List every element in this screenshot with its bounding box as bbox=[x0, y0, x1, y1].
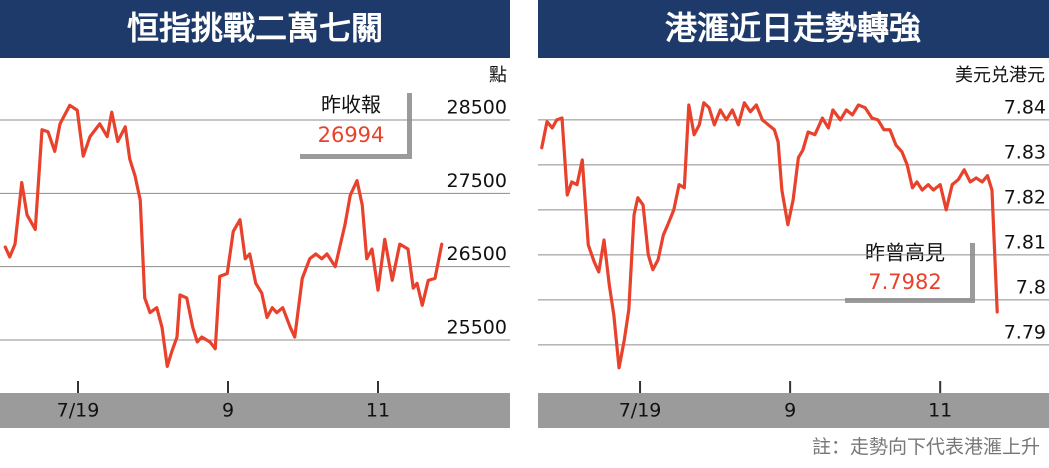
data-line bbox=[540, 101, 999, 370]
y-tick-label: 7.83 bbox=[1004, 141, 1046, 163]
annotation-box bbox=[295, 88, 407, 154]
y-tick-label: 7.82 bbox=[1004, 186, 1046, 208]
y-unit: 點 bbox=[489, 65, 507, 86]
y-tick-label: 7.8 bbox=[1016, 276, 1046, 298]
chart-title: 恒指挑戰二萬七關 bbox=[127, 9, 383, 47]
x-tick-label: 9 bbox=[784, 400, 796, 422]
footnote: 註：走勢向下代表港滙上升 bbox=[812, 436, 1040, 458]
x-axis-band bbox=[538, 393, 1049, 428]
y-tick-label: 7.84 bbox=[1004, 96, 1046, 118]
annotation-box bbox=[840, 238, 970, 298]
x-axis-band bbox=[0, 393, 510, 428]
x-tick-label: 11 bbox=[928, 400, 952, 422]
y-tick-label: 28500 bbox=[447, 96, 507, 118]
x-tick-label: 11 bbox=[366, 400, 390, 422]
y-tick-label: 7.81 bbox=[1004, 231, 1046, 253]
chart-title: 港滙近日走勢轉強 bbox=[665, 9, 921, 47]
y-unit: 美元兑港元 bbox=[955, 65, 1045, 86]
y-tick-label: 26500 bbox=[447, 243, 507, 265]
y-tick-label: 7.79 bbox=[1004, 321, 1046, 343]
title-bar bbox=[0, 0, 510, 58]
y-tick-label: 27500 bbox=[447, 170, 507, 192]
y-tick-label: 25500 bbox=[447, 316, 507, 338]
data-line bbox=[3, 103, 444, 368]
x-tick-label: 9 bbox=[222, 400, 234, 422]
plots: 25500 26500 27500 28500 7/19 9 11 7.79 7.8 7.81 7.… bbox=[0, 96, 1049, 422]
annotation-text: 昨收報 bbox=[321, 93, 381, 117]
x-tick-label: 7/19 bbox=[619, 400, 662, 422]
title-bar bbox=[538, 0, 1049, 58]
annotation-value: 7.7982 bbox=[868, 270, 941, 294]
x-tick-label: 7/19 bbox=[57, 400, 100, 422]
annotation-value: 26994 bbox=[318, 123, 385, 147]
annotation-text: 昨曾高見 bbox=[865, 241, 945, 265]
